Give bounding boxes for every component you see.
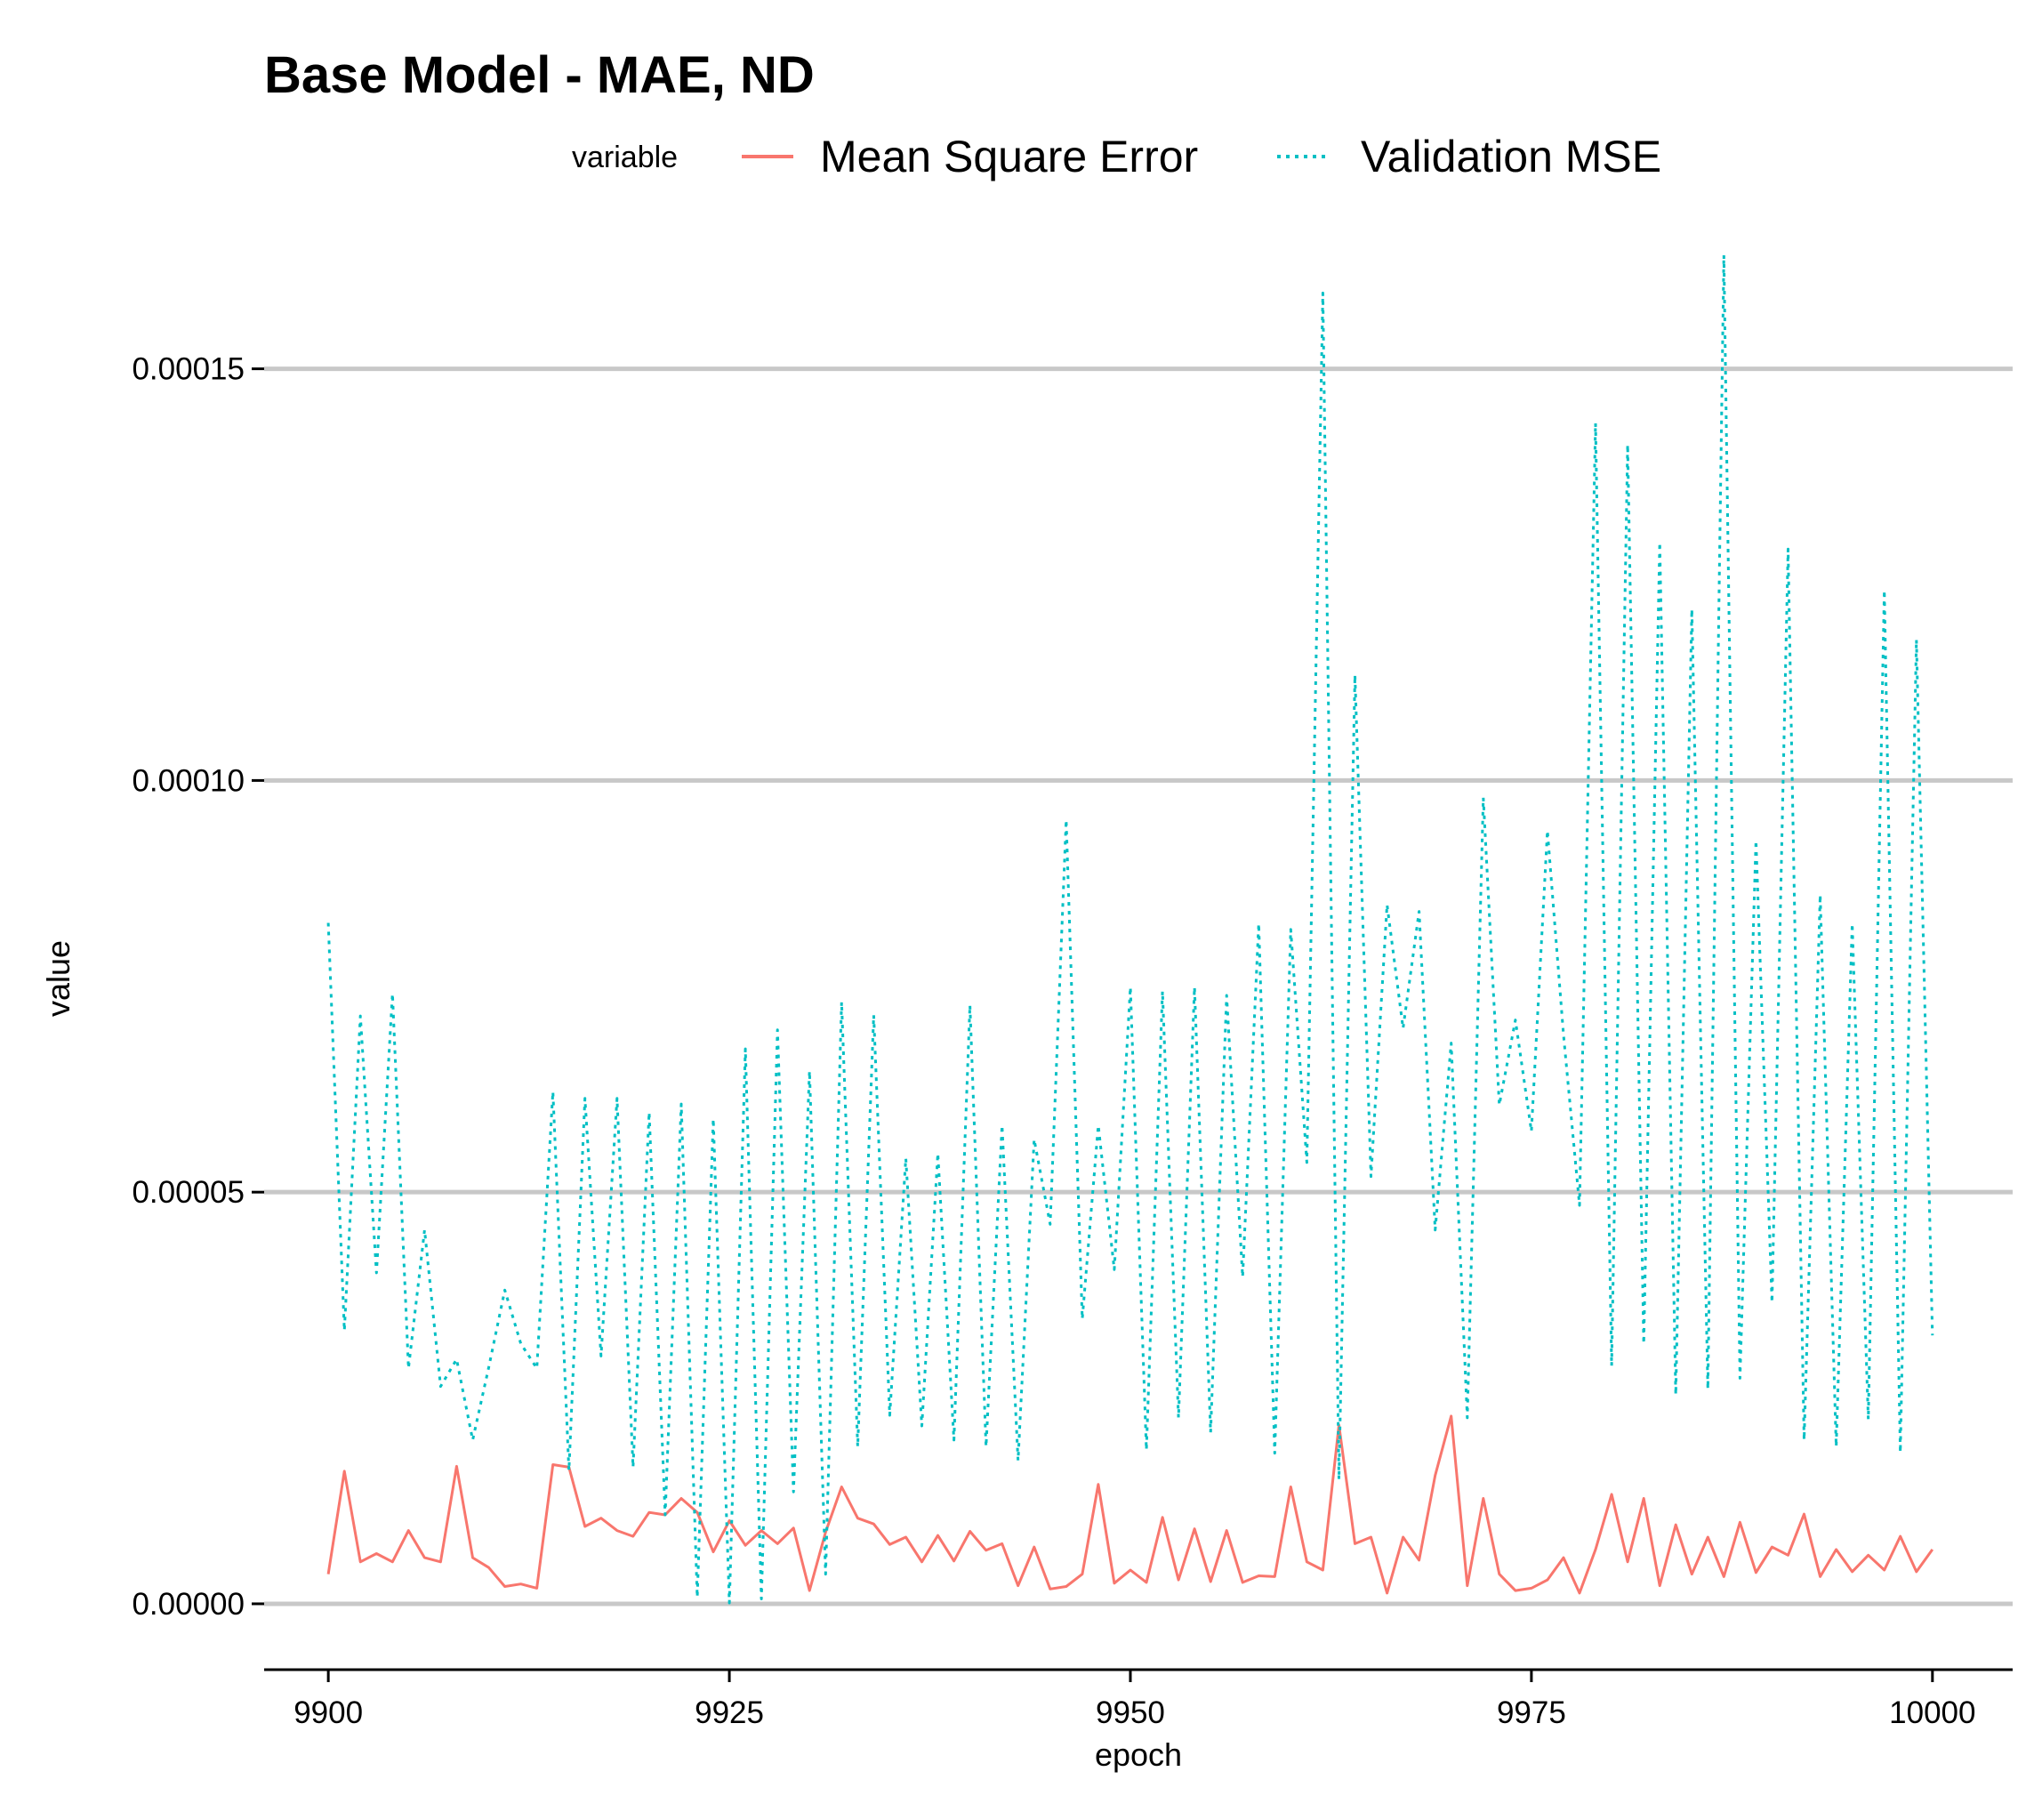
x-tick-label-1: 9925 <box>695 1695 764 1730</box>
legend: variable Mean Square Error Validation MS… <box>572 132 1661 181</box>
chart-title: Base Model - MAE, ND <box>264 46 815 104</box>
series-line-mean-square-error <box>326 1414 1934 1595</box>
y-axis-label: value <box>40 940 76 1017</box>
y-tick-label-1: 0.00005 <box>132 1175 245 1210</box>
y-tick-label-0: 0.00000 <box>132 1587 245 1622</box>
legend-label-validation-mse: Validation MSE <box>1361 132 1661 181</box>
gridlines <box>264 366 2013 1607</box>
series-line-validation-mse <box>326 254 1934 1605</box>
x-tick-label-0: 9900 <box>293 1695 363 1730</box>
series-lines <box>326 254 1934 1605</box>
x-tick-label-3: 9975 <box>1497 1695 1566 1730</box>
x-axis-ticks: 9900 9925 9950 9975 10000 <box>293 1670 1975 1730</box>
legend-label-mean-square-error: Mean Square Error <box>820 132 1198 181</box>
x-tick-label-4: 10000 <box>1889 1695 1975 1730</box>
y-tick-label-2: 0.00010 <box>132 763 245 798</box>
y-axis-ticks: 0.00000 0.00005 0.00010 0.00015 <box>132 352 264 1622</box>
x-tick-label-2: 9950 <box>1096 1695 1165 1730</box>
y-tick-label-3: 0.00015 <box>132 352 245 387</box>
x-axis-label: epoch <box>1095 1736 1182 1773</box>
legend-title: variable <box>572 141 678 174</box>
